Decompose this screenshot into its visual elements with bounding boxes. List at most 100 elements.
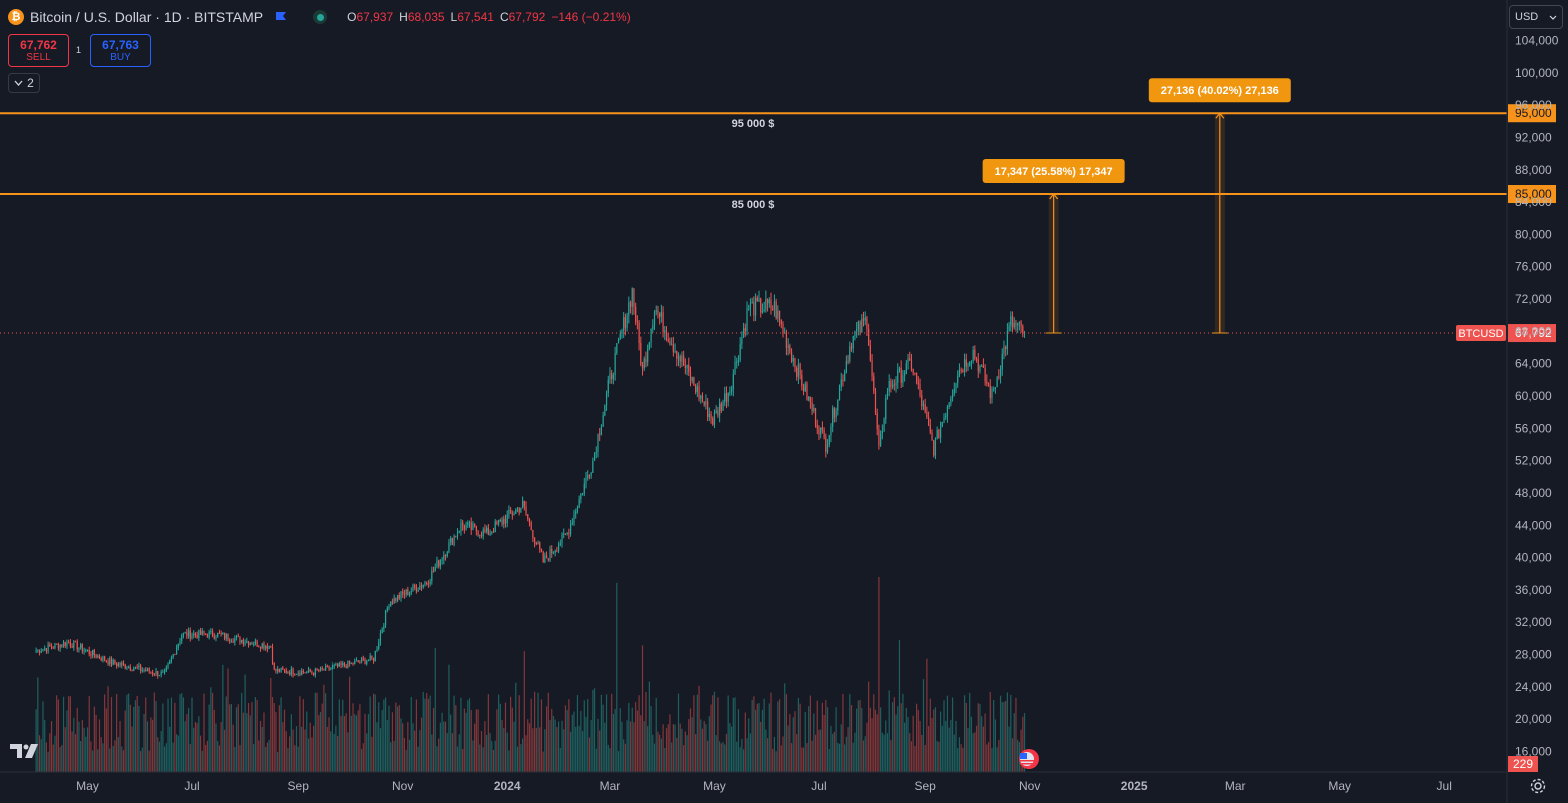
volume-bar <box>169 726 171 772</box>
indicators-toggle-button[interactable]: 2 <box>8 73 40 93</box>
volume-bar <box>729 723 731 772</box>
candle-body <box>1010 316 1012 326</box>
candle-body <box>277 669 279 672</box>
volume-bar <box>333 733 335 772</box>
symbol-title[interactable]: Bitcoin / U.S. Dollar · 1D · BITSTAMP <box>30 9 264 25</box>
volume-bar <box>801 747 803 772</box>
candle-body <box>1018 321 1020 324</box>
volume-bar <box>412 723 414 772</box>
candle-body <box>278 669 280 673</box>
tradingview-logo-icon[interactable] <box>10 742 42 760</box>
volume-bar <box>229 704 231 772</box>
candle-body <box>121 663 123 666</box>
volume-bar <box>970 716 973 772</box>
candle-body <box>643 358 645 369</box>
volume-bar <box>504 702 507 772</box>
volume-bar <box>360 749 363 772</box>
candle-body <box>431 570 433 581</box>
candle-body <box>1003 346 1005 354</box>
candle-body <box>45 648 47 652</box>
candle-body <box>150 671 152 673</box>
candle-body <box>66 642 68 647</box>
candle-body <box>785 332 788 348</box>
volume-bar <box>64 727 66 772</box>
candle-body <box>898 367 901 371</box>
volume-bar <box>780 745 782 772</box>
candle-body <box>722 401 724 411</box>
settings-icon[interactable] <box>1529 777 1547 795</box>
candle-body <box>54 643 56 649</box>
candle-body <box>169 660 171 664</box>
volume-bar <box>119 720 121 772</box>
candle-body <box>211 630 214 637</box>
candle-body <box>799 364 801 376</box>
candle-body <box>92 649 94 656</box>
volume-bar <box>1017 739 1019 772</box>
volume-bar <box>775 751 777 772</box>
candle-body <box>61 644 63 647</box>
candle-body <box>181 635 183 641</box>
volume-bar <box>679 723 681 772</box>
volume-last-value: 229 <box>1513 757 1533 771</box>
volume-bar <box>873 694 875 772</box>
volume-bar <box>482 747 484 772</box>
candle-body <box>1015 322 1017 326</box>
volume-bar <box>876 714 878 772</box>
candle-body <box>866 317 868 329</box>
candle-body <box>235 636 238 639</box>
flag-icon[interactable] <box>275 11 287 23</box>
currency-select[interactable]: USD <box>1509 5 1563 29</box>
volume-bar <box>635 702 637 772</box>
volume-bar <box>717 697 719 772</box>
volume-bar <box>297 746 299 772</box>
candle-body <box>811 402 813 411</box>
price-tick-label: 52,000 <box>1515 454 1552 468</box>
price-tick-label: 96,000 <box>1515 98 1552 112</box>
volume-bar <box>905 707 907 772</box>
candle-body <box>386 608 388 611</box>
candle-body <box>904 373 906 376</box>
buy-button[interactable]: 67,763 BUY <box>90 34 151 67</box>
candle-body <box>861 318 863 333</box>
volume-bar <box>859 700 861 772</box>
candle-body <box>934 438 937 456</box>
volume-bar <box>259 720 262 772</box>
candle-body <box>474 523 476 526</box>
candle-body <box>772 308 774 310</box>
volume-bar <box>283 709 286 772</box>
candle-body <box>117 663 119 666</box>
sell-button[interactable]: 67,762 SELL <box>8 34 69 67</box>
candle-body <box>330 668 332 670</box>
volume-bar <box>842 693 844 772</box>
candle-body <box>47 644 49 652</box>
candle-body <box>818 428 820 435</box>
candle-body <box>347 660 349 669</box>
candle-body <box>862 318 865 321</box>
volume-bar <box>772 748 774 772</box>
candle-body <box>446 552 448 557</box>
candle-body <box>290 668 292 675</box>
candle-body <box>612 375 615 379</box>
candle-body <box>652 325 654 329</box>
volume-bar <box>366 733 368 772</box>
volume-bar <box>354 714 356 772</box>
candle-body <box>254 640 256 645</box>
volume-bar <box>962 747 964 772</box>
candle-body <box>820 427 822 435</box>
volume-bar <box>919 720 921 772</box>
candle-body <box>753 301 755 316</box>
volume-bar <box>1003 702 1005 772</box>
volume-bar <box>184 721 186 772</box>
candle-body <box>583 483 585 494</box>
candle-body <box>974 349 976 359</box>
volume-bar <box>263 712 265 772</box>
volume-bar <box>390 742 392 772</box>
volume-bar <box>287 748 289 772</box>
candle-body <box>830 426 832 436</box>
volume-bar <box>400 718 402 772</box>
volume-bar <box>732 697 734 772</box>
us-flag-icon[interactable] <box>1016 748 1042 770</box>
volume-bar <box>588 737 591 772</box>
market-status-icon[interactable] <box>313 10 328 24</box>
